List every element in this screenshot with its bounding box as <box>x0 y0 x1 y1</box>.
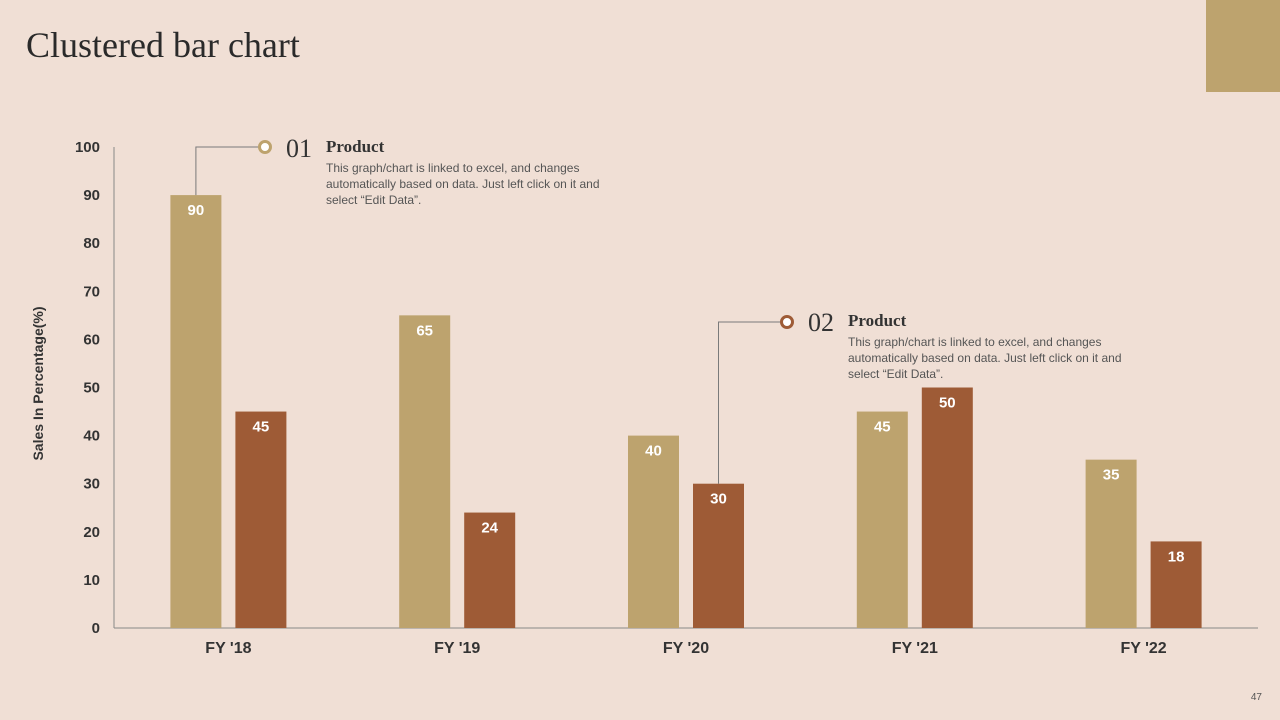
callout-02-connector-line <box>718 321 781 484</box>
corner-accent-block <box>1206 0 1280 92</box>
bar <box>170 195 222 628</box>
x-tick-label: FY '18 <box>205 640 251 657</box>
bar <box>464 512 516 628</box>
bar <box>628 435 679 628</box>
page-number: 47 <box>1250 692 1262 703</box>
y-axis-label: Sales In Percentage(%) <box>30 306 46 460</box>
x-tick-label: FY '20 <box>663 640 709 657</box>
bar-value-label: 30 <box>710 491 727 508</box>
y-tick-label: 50 <box>83 380 100 397</box>
bar-value-label: 40 <box>645 443 662 460</box>
y-tick-label: 70 <box>83 283 100 300</box>
callout-heading: Product <box>326 137 385 156</box>
bar-value-label: 18 <box>1168 548 1185 565</box>
y-tick-label: 10 <box>83 572 100 589</box>
bar-value-label: 50 <box>939 395 956 412</box>
callout-number: 02 <box>808 308 834 337</box>
bar-value-label: 45 <box>874 419 891 436</box>
callout-body: This graph/chart is linked to excel, and… <box>848 335 1122 381</box>
callout-heading: Product <box>848 311 907 330</box>
bar-value-label: 90 <box>188 202 205 219</box>
bar <box>399 315 451 628</box>
y-tick-label: 80 <box>83 235 100 252</box>
y-tick-label: 90 <box>83 187 100 204</box>
y-tick-label: 100 <box>75 139 100 156</box>
bar-value-label: 65 <box>416 322 433 339</box>
y-tick-label: 0 <box>92 620 100 637</box>
bar-value-label: 24 <box>481 520 498 537</box>
y-tick-label: 60 <box>83 331 100 348</box>
callout-01-connector-dot <box>258 140 272 154</box>
bar <box>921 387 973 628</box>
x-tick-label: FY '19 <box>434 640 480 657</box>
callout-number: 01 <box>286 134 312 163</box>
bar-value-label: 35 <box>1103 467 1120 484</box>
bar <box>235 411 287 628</box>
callout-02-connector-dot <box>780 315 794 329</box>
y-tick-label: 30 <box>83 476 100 493</box>
callout-body: This graph/chart is linked to excel, and… <box>326 161 600 207</box>
y-tick-label: 40 <box>83 428 100 445</box>
bar-value-label: 45 <box>253 419 270 436</box>
callout-01-connector-line <box>195 146 259 196</box>
page-title: Clustered bar chart <box>26 25 300 65</box>
bar <box>1150 541 1202 628</box>
x-tick-label: FY '21 <box>892 640 938 657</box>
bar <box>1085 459 1137 628</box>
bar <box>856 411 908 628</box>
y-tick-label: 20 <box>83 524 100 541</box>
x-tick-label: FY '22 <box>1120 640 1166 657</box>
bar <box>693 483 744 628</box>
